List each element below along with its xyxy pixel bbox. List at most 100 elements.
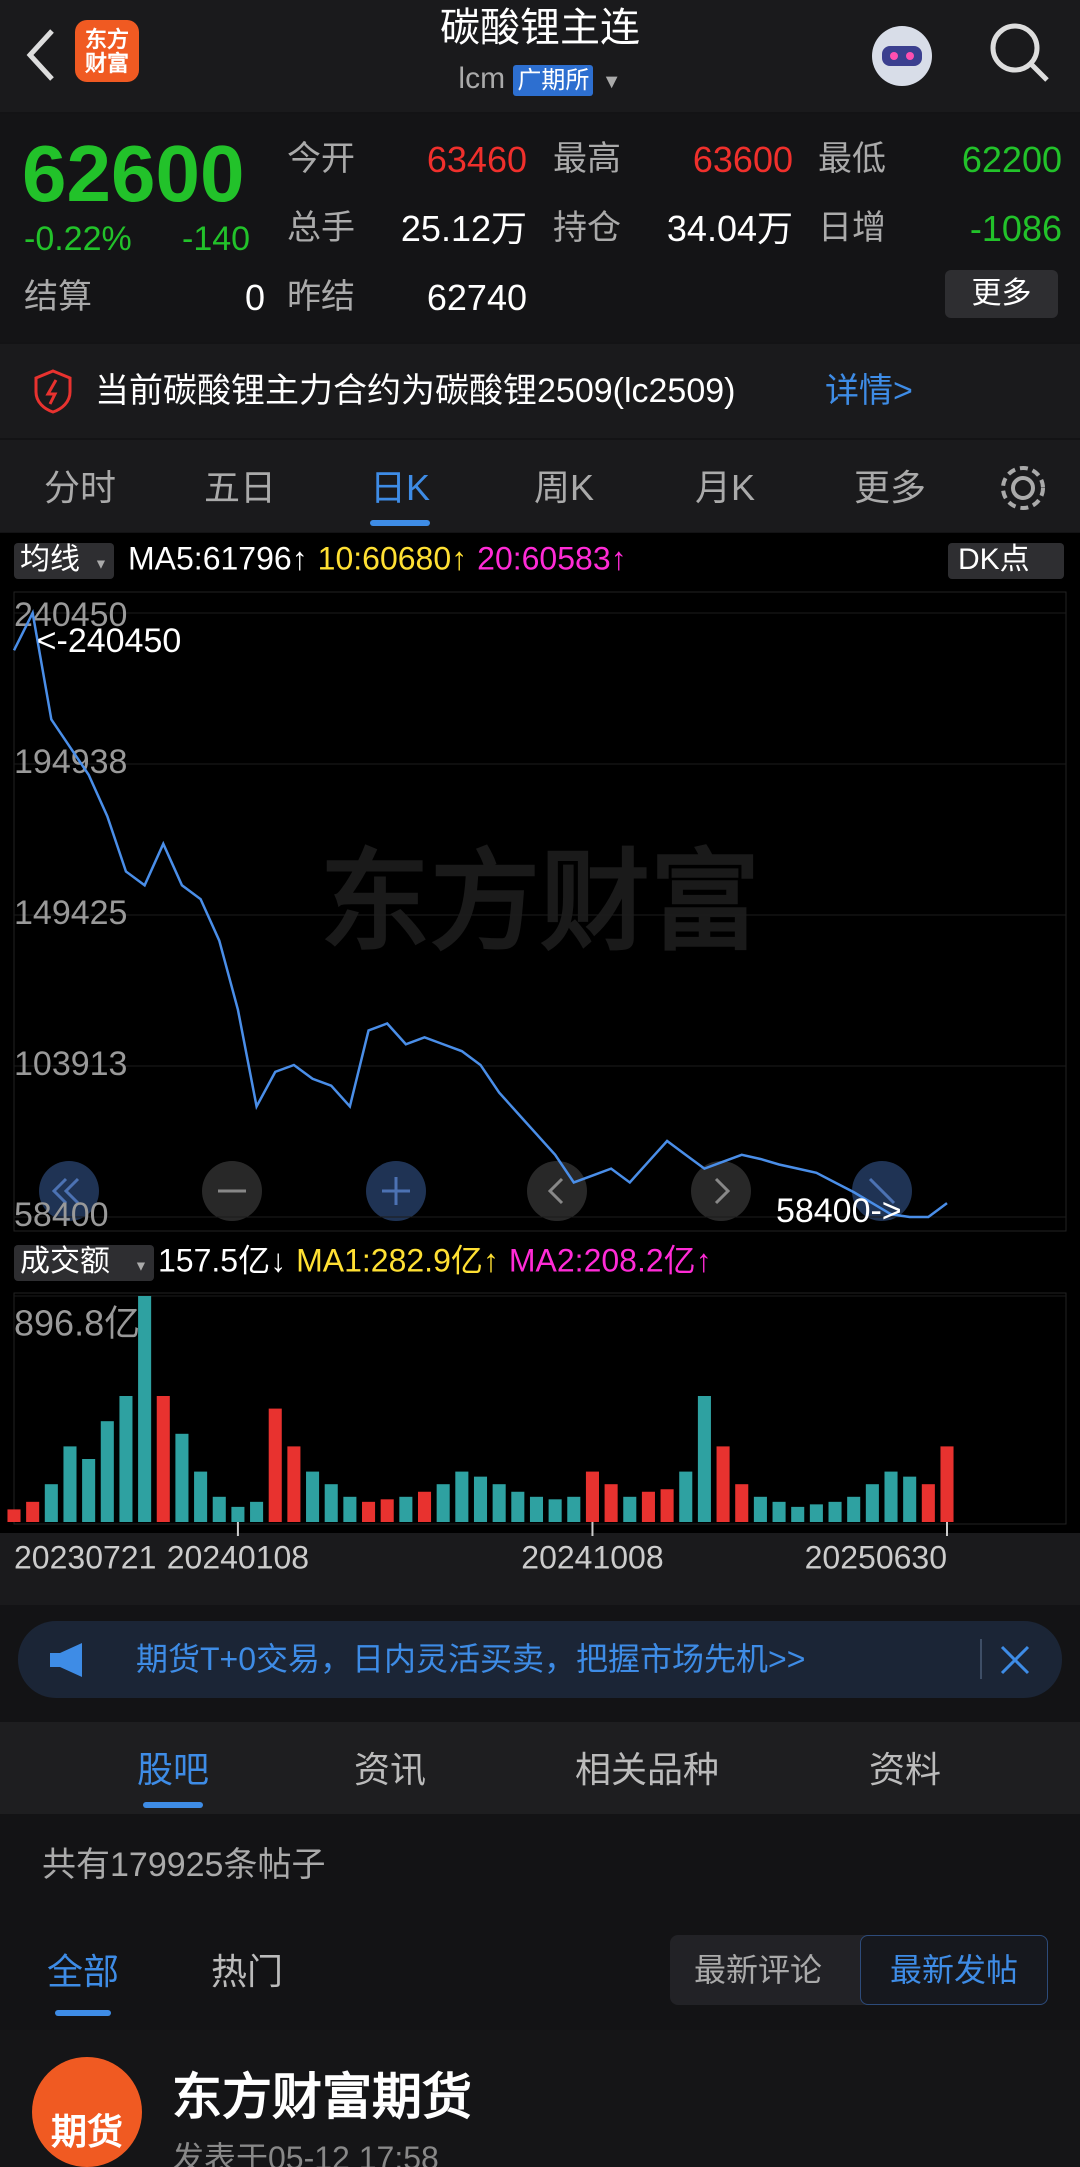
max-annotation: <-240450 (37, 622, 182, 660)
chart-tab[interactable]: 五日 (203, 467, 276, 508)
volume-bar (940, 1446, 954, 1522)
banner-text: 期货T+0交易，日内灵活买卖，把握市场先机>> (136, 1641, 806, 1677)
indicator-caret: ▼ (94, 556, 108, 572)
volume-bar (455, 1471, 469, 1522)
chart-tab[interactable]: 更多 (853, 467, 926, 508)
legend-item: 10:60680↑ (318, 540, 467, 576)
price-frame (13, 591, 1067, 1232)
notice-icon (34, 369, 72, 414)
filter-underline (55, 2010, 111, 2016)
volume-bar (156, 1395, 170, 1522)
field-value: 63460 (426, 139, 527, 180)
x-tick-label: 20241008 (521, 1539, 663, 1575)
volume-bar (511, 1491, 525, 1522)
volume-bar (7, 1509, 21, 1522)
volume-bar (343, 1496, 357, 1522)
code: lcm (458, 62, 506, 95)
field-label: 最低 (818, 140, 886, 178)
tab[interactable]: 资料 (868, 1749, 941, 1790)
zoom-controls (39, 1161, 912, 1221)
indicator-label: 均线 (20, 543, 80, 576)
last-price: 62600 (22, 129, 245, 218)
volume-frame (13, 1292, 1067, 1525)
chart-tabs: 分时 五日 日K 周K 月K 更多 (0, 440, 1080, 532)
sort-option[interactable]: 最新评论 (694, 1952, 823, 1988)
field-label: 昨结 (287, 278, 355, 316)
field-value: 62200 (961, 139, 1062, 180)
filter[interactable]: 热门 (210, 1951, 283, 1992)
volume-bar (399, 1496, 413, 1522)
indicator-button[interactable] (14, 543, 114, 579)
search-button[interactable] (985, 18, 1055, 88)
volume-bar (604, 1484, 618, 1522)
volume-bar (921, 1484, 935, 1522)
close-button[interactable] (998, 1643, 1032, 1677)
volume-bar (567, 1496, 581, 1522)
watermark: 东方财富 (320, 841, 760, 964)
legend-item: MA2:208.2亿↑ (509, 1242, 712, 1278)
legend-item: MA5:61796↑ (128, 540, 308, 576)
field-value: 34.04万 (666, 208, 793, 249)
volume-bar (63, 1446, 77, 1522)
more-button[interactable]: 更多 (945, 270, 1058, 318)
notice-link[interactable]: 详情> (825, 372, 913, 410)
price-line (12, 609, 948, 1219)
volume-bar (828, 1501, 842, 1522)
field-label: 今开 (287, 140, 355, 178)
volume-bar (212, 1496, 226, 1522)
back-button[interactable] (20, 25, 60, 85)
tab[interactable]: 资讯 (353, 1749, 426, 1790)
logo: 东方财富 (75, 20, 139, 82)
sort-toggle: 最新评论 最新发帖 (670, 1935, 1048, 2005)
indicator-button[interactable] (14, 1245, 154, 1281)
post-count: 共有179925条帖子 (42, 1846, 326, 1884)
chart-tab[interactable]: 月K (694, 467, 755, 508)
volume-bar (44, 1484, 58, 1522)
indicator-caret: ▼ (134, 1258, 148, 1274)
quote-panel: 62600 -0.22% -140 更多 今开 63460 最高 63600 最低 622… (0, 114, 1080, 342)
volume-bar (250, 1501, 264, 1522)
x-tick-label: 20250630 (805, 1539, 947, 1575)
settings-button[interactable] (995, 460, 1051, 516)
volume-bar (231, 1506, 245, 1522)
post[interactable]: 期货 东方财富期货 发表于05-12 17:58 (0, 2030, 1080, 2167)
exchange: 广期所 (513, 65, 594, 96)
volume-bar (884, 1471, 898, 1522)
change-pct: -0.22% (24, 220, 132, 258)
assistant-avatar[interactable] (862, 16, 942, 96)
volume-bar (287, 1446, 301, 1522)
dk-button[interactable] (948, 543, 1064, 579)
field-label: 最高 (553, 140, 621, 178)
tab[interactable]: 相关品种 (574, 1749, 719, 1790)
change: -140 (182, 220, 251, 258)
field-value: 0 (244, 277, 265, 318)
field-value: 25.12万 (400, 208, 527, 249)
volume-bar (82, 1458, 96, 1522)
chart-background (0, 533, 1080, 1605)
volume-bar (660, 1489, 674, 1522)
banner-icon (50, 1643, 82, 1677)
post-time: 发表于05-12 17:58 (172, 2140, 439, 2167)
author: 东方财富期货 (172, 2069, 472, 2125)
volume-bar (641, 1491, 655, 1522)
chart-tab[interactable]: 日K (369, 467, 430, 508)
y-tick-label: 58400 (14, 1196, 109, 1234)
y-tick-label: 103913 (14, 1045, 127, 1083)
chart-tab[interactable]: 周K (533, 467, 594, 508)
volume-bar (473, 1476, 488, 1522)
sort-option[interactable]: 最新发帖 (860, 1935, 1048, 2005)
dk-label: DK点 (958, 543, 1030, 576)
tab[interactable]: 股吧 (136, 1749, 209, 1790)
y-tick-label: 896.8亿 (14, 1303, 140, 1344)
notice: 当前碳酸锂主力合约为碳酸锂2509(lc2509) 详情> (0, 344, 1080, 438)
volume-bar (623, 1496, 637, 1522)
filter[interactable]: 全部 (46, 1951, 119, 1992)
volume-bar (492, 1484, 506, 1522)
banner[interactable]: 期货T+0交易，日内灵活买卖，把握市场先机>> (18, 1621, 1062, 1698)
chart-tab[interactable]: 分时 (43, 467, 116, 508)
volume-bar (417, 1491, 432, 1522)
volume-bar (436, 1484, 450, 1522)
field-value: 62740 (426, 277, 527, 318)
volume-bar (585, 1471, 599, 1522)
